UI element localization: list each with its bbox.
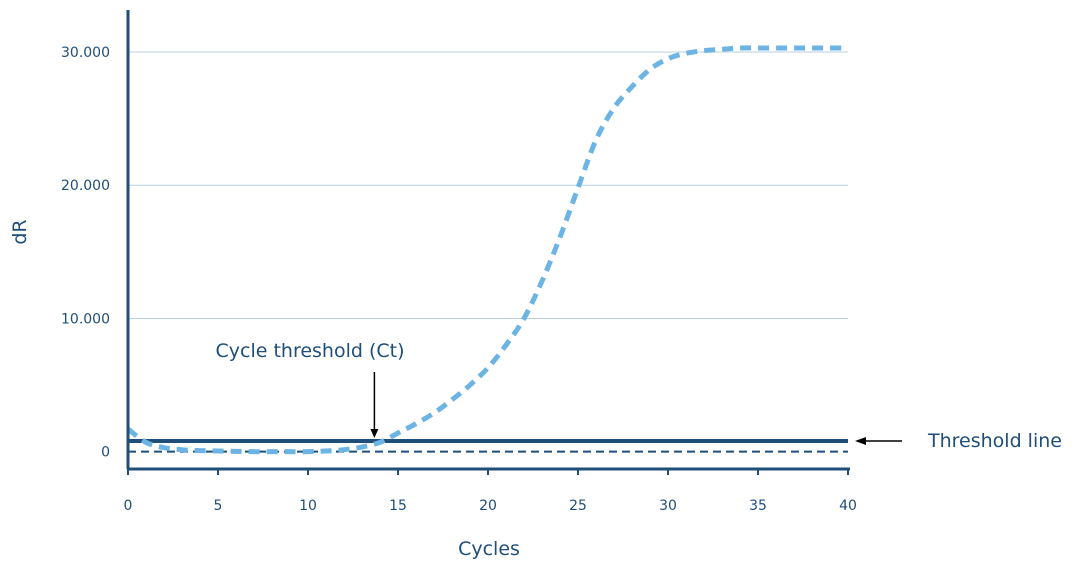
y-tick-label: 10.000	[61, 311, 110, 327]
x-tick-label: 25	[569, 498, 587, 514]
x-tick-label: 10	[299, 498, 317, 514]
ct-arrow-head	[370, 429, 379, 439]
y-axis-label: dR	[9, 219, 31, 244]
x-tick-labels: 0 5 10 15 20 25 30 35 40	[124, 498, 857, 514]
amplification-curve	[126, 45, 848, 455]
x-tick-label: 15	[389, 498, 407, 514]
x-tick-marks	[127, 469, 849, 475]
x-tick-label: 5	[214, 498, 223, 514]
x-tick-label: 40	[839, 498, 857, 514]
threshold-line-label: Threshold line	[927, 430, 1062, 452]
threshold-arrow-head	[855, 437, 866, 446]
y-tick-labels: 0 10.000 20.000 30.000	[61, 45, 110, 461]
x-tick-label: 20	[479, 498, 497, 514]
x-tick-label: 30	[659, 498, 677, 514]
cycle-threshold-label: Cycle threshold (Ct)	[215, 340, 404, 362]
x-axis-label: Cycles	[458, 538, 520, 560]
y-tick-label: 20.000	[61, 178, 110, 194]
x-tick-label: 0	[124, 498, 133, 514]
y-tick-label: 30.000	[61, 45, 110, 61]
ct-arrow-icon	[370, 372, 379, 439]
y-tick-label: 0	[101, 445, 110, 461]
x-tick-label: 35	[749, 498, 767, 514]
gridlines	[128, 51, 848, 319]
threshold-arrow-icon	[855, 437, 902, 446]
